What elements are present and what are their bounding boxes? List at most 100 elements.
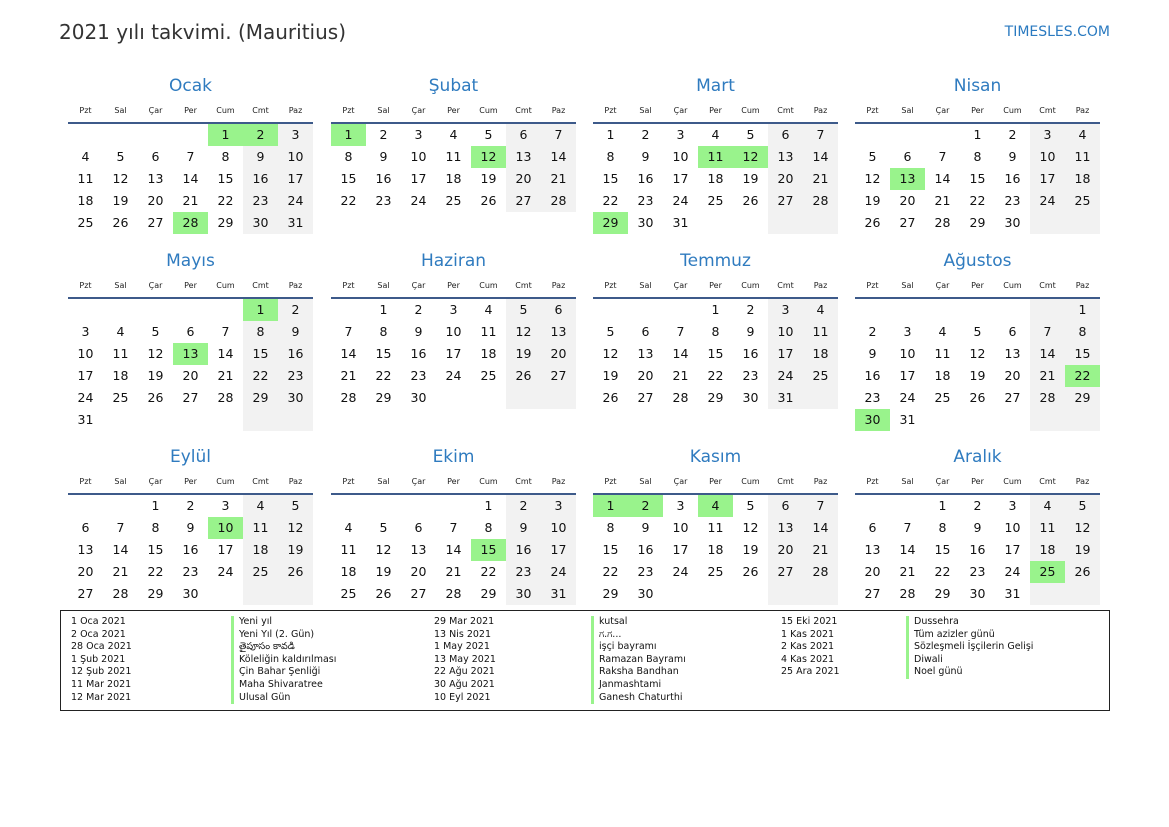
day: 29 [1065,387,1100,409]
weekday-label: Cum [1003,280,1022,290]
day: 4 [1030,495,1065,517]
day: 8 [973,149,982,164]
weekday-label: Pzt [79,280,92,290]
holiday-legend: 1 Oca 2021 2 Oca 2021 28 Oca 2021 1 Şub 202… [60,610,1110,711]
day: 23 [410,368,427,383]
weekday-label: Cmt [1039,280,1056,290]
day: 18 [803,343,838,365]
day: 20 [147,193,164,208]
day: 10 [541,517,576,539]
month-12: Aralık Pzt Sal Çar Per Cum Cmt Paz 1 2 3 4 5 6 7 8 9 10 11… [855,446,1100,605]
day: 27 [1004,390,1021,405]
day: 21 [112,564,129,579]
weekday-label: Çar [935,476,950,486]
weekday-header: Pzt Sal Çar Per Cum Cmt Paz [855,99,1100,121]
weekday-label: Pzt [604,105,617,115]
day: 17 [672,171,689,186]
day: 5 [484,127,493,142]
weekday-label: Cum [479,476,498,486]
empty-cell [103,495,138,517]
day: 16 [864,368,881,383]
day: 17 [410,171,427,186]
empty-cell [733,212,768,234]
day: 16 [506,539,541,561]
day: 20 [541,343,576,365]
legend-dates: 29 Mar 2021 13 Nis 2021 1 May 2021 13 May 2… [434,616,496,704]
day: 30 [182,586,199,601]
empty-cell [698,212,733,234]
day: 8 [243,321,278,343]
day: 3 [221,498,230,513]
day-grid: 1 2 3 4 5 6 7 8 9 10 11 12 13 14 15 16 17 18 19 20 21 22 23 24 2… [331,495,576,605]
day: 26 [278,561,313,583]
holiday-date: 1 May 2021 [434,641,490,653]
legend-dates: 1 Oca 2021 2 Oca 2021 28 Oca 2021 1 Şub 202… [71,616,132,704]
day: 5 [746,498,755,513]
day: 2 [1008,127,1017,142]
weekday-label: Cmt [515,280,532,290]
holiday-date: 13 May 2021 [434,653,496,665]
day: 20 [410,564,427,579]
day: 19 [480,171,497,186]
day: 28 [803,561,838,583]
holiday-day: 28 [173,212,208,234]
day: 18 [1030,539,1065,561]
holiday-day: 12 [733,146,768,168]
day: 30 [278,387,313,409]
weekday-label: Cmt [252,280,269,290]
day: 14 [934,171,951,186]
day: 31 [1004,586,1021,601]
day: 7 [938,149,947,164]
day: 26 [375,586,392,601]
holiday-name: Diwali [906,653,1033,667]
day: 20 [864,564,881,579]
day: 11 [803,321,838,343]
day: 19 [742,171,759,186]
day: 6 [768,495,803,517]
day: 8 [484,520,493,535]
day: 9 [1008,149,1017,164]
day: 21 [672,368,689,383]
weekday-label: Per [447,280,460,290]
empty-cell [278,583,313,605]
holiday-date: 1 Oca 2021 [71,616,126,627]
weekday-label: Per [709,476,722,486]
day: 1 [484,498,493,513]
weekday-label: Cmt [1039,105,1056,115]
day: 15 [969,171,986,186]
weekday-header: Pzt Sal Çar Per Cum Cmt Paz [331,99,576,121]
day: 7 [803,495,838,517]
weekday-label: Pzt [604,280,617,290]
day: 17 [899,368,916,383]
day: 14 [803,146,838,168]
day: 25 [1065,190,1100,212]
holiday-day: 4 [698,495,733,517]
empty-cell [803,387,838,409]
day: 4 [116,324,125,339]
day: 4 [938,324,947,339]
weekday-label: Sal [901,476,914,486]
empty-cell [995,299,1030,321]
empty-cell [890,124,925,146]
day: 17 [217,542,234,557]
day: 24 [410,193,427,208]
day: 28 [803,190,838,212]
day: 24 [1004,564,1021,579]
day: 9 [746,324,755,339]
weekday-label: Sal [114,105,127,115]
month-title: Ağustos [943,251,1012,271]
day: 4 [81,149,90,164]
day: 18 [707,171,724,186]
empty-cell [1065,212,1100,234]
brand-link[interactable]: TIMESLES.COM [1004,24,1110,40]
empty-cell [593,299,628,321]
day: 9 [414,324,423,339]
holiday-day: 1 [593,495,628,517]
day: 27 [768,561,803,583]
day: 4 [803,299,838,321]
weekday-label: Per [184,476,197,486]
day: 16 [637,542,654,557]
day: 30 [506,583,541,605]
day: 31 [672,215,689,230]
weekday-label: Per [184,280,197,290]
